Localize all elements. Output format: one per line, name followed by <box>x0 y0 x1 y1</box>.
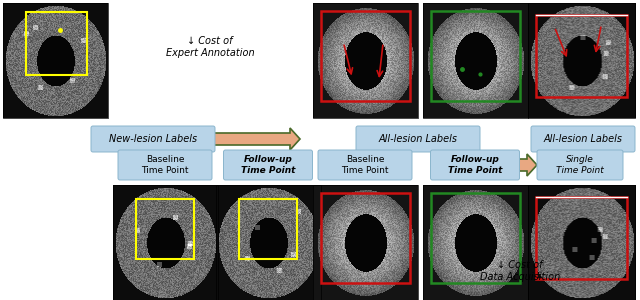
FancyArrow shape <box>450 154 537 176</box>
Text: Baseline
Time Point: Baseline Time Point <box>341 155 388 175</box>
Text: ↓ Cost of
Data Acquisition: ↓ Cost of Data Acquisition <box>480 260 560 282</box>
Bar <box>536 196 627 279</box>
Bar <box>321 193 410 283</box>
Bar <box>3 3 108 118</box>
Text: All-lesion Labels: All-lesion Labels <box>543 134 623 144</box>
Text: Baseline
Time Point: Baseline Time Point <box>141 155 189 175</box>
Bar <box>528 3 635 118</box>
Text: Follow-up
Time Point: Follow-up Time Point <box>241 155 295 175</box>
Bar <box>423 185 528 300</box>
Text: ↓ Cost of
Expert Annotation: ↓ Cost of Expert Annotation <box>166 36 254 58</box>
FancyBboxPatch shape <box>91 126 215 152</box>
Bar <box>136 199 194 259</box>
Bar <box>321 11 410 101</box>
Bar <box>536 14 627 97</box>
FancyBboxPatch shape <box>223 150 312 180</box>
Bar <box>313 185 418 300</box>
Bar <box>239 199 297 259</box>
Bar <box>528 185 635 300</box>
FancyBboxPatch shape <box>431 150 520 180</box>
FancyBboxPatch shape <box>356 126 480 152</box>
Bar <box>431 11 520 101</box>
FancyBboxPatch shape <box>537 150 623 180</box>
Bar <box>26 12 87 75</box>
Bar <box>423 3 528 118</box>
Text: New-lesion Labels: New-lesion Labels <box>109 134 197 144</box>
Text: Single
Time Point: Single Time Point <box>556 155 604 175</box>
Text: All-lesion Labels: All-lesion Labels <box>378 134 458 144</box>
FancyBboxPatch shape <box>318 150 412 180</box>
Bar <box>113 185 218 300</box>
Bar <box>313 3 418 118</box>
Bar <box>216 185 321 300</box>
FancyBboxPatch shape <box>118 150 212 180</box>
FancyArrow shape <box>130 128 300 150</box>
FancyBboxPatch shape <box>531 126 635 152</box>
Bar <box>431 193 520 283</box>
Text: Follow-up
Time Point: Follow-up Time Point <box>448 155 502 175</box>
